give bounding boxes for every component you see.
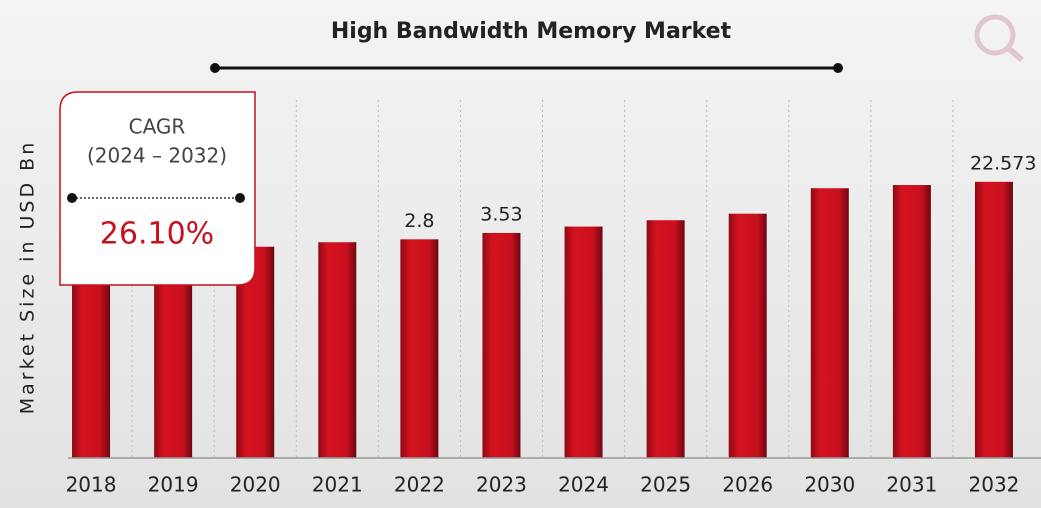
x-tick-label: 2020 (230, 473, 281, 497)
bar (810, 188, 849, 459)
bar (482, 232, 521, 458)
bar (892, 185, 931, 458)
bar (974, 181, 1013, 459)
y-axis-label: Market Size in USD Bn (17, 140, 39, 414)
x-tick-label: 2018 (66, 473, 117, 497)
x-tick-label: 2019 (148, 473, 199, 497)
cagr-label: CAGR (129, 115, 186, 139)
chart-title: High Bandwidth Memory Market (331, 19, 732, 44)
cagr-value: 26.10% (100, 217, 214, 252)
x-tick-label: 2026 (722, 473, 773, 497)
bar (154, 261, 193, 458)
bar (728, 213, 767, 458)
x-tick-label: 2032 (969, 473, 1020, 497)
x-tick-label: 2025 (640, 473, 691, 497)
x-tick-label: 2030 (804, 473, 855, 497)
x-tick-label: 2023 (476, 473, 527, 497)
value-label: 3.53 (480, 203, 522, 225)
bar (564, 226, 603, 458)
bar (72, 267, 111, 458)
bar (400, 239, 439, 458)
title-rule (210, 63, 843, 73)
cagr-period: (2024 – 2032) (87, 144, 227, 168)
x-tick-label: 2024 (558, 473, 609, 497)
x-tick-label: 2021 (312, 473, 363, 497)
bar (318, 242, 357, 458)
cagr-box (59, 91, 256, 286)
x-tick-label: 2031 (886, 473, 937, 497)
x-tick-label: 2022 (394, 473, 445, 497)
bar (646, 220, 685, 458)
value-label: 2.8 (404, 210, 434, 232)
value-label: 22.573 (970, 152, 1036, 174)
logo (974, 14, 1024, 63)
